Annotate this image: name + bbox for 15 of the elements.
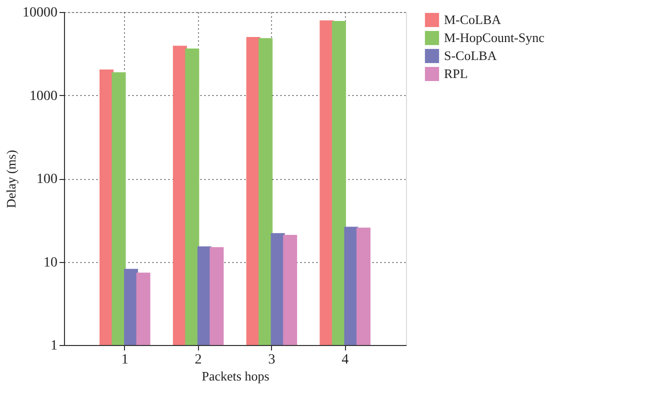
- x-tick-label: 4: [342, 352, 349, 368]
- y-tick-label: 10: [44, 255, 58, 270]
- y-tick-label: 10000: [22, 6, 58, 20]
- y-axis-title: Delay (ms): [4, 150, 18, 208]
- legend-label: M-HopCount-Sync: [444, 30, 545, 45]
- legend-label: RPL: [444, 66, 468, 81]
- x-tick-label: 3: [268, 352, 276, 368]
- x-tick-label: 1: [121, 352, 128, 368]
- legend-label: M-CoLBA: [444, 12, 502, 27]
- x-tick-label: 2: [194, 352, 202, 368]
- legend-label: S-CoLBA: [444, 48, 498, 63]
- x-axis-title: Packets hops: [202, 368, 270, 384]
- y-tick-label: 100: [36, 172, 58, 187]
- y-tick-label: 1: [50, 338, 58, 354]
- y-tick-label: 1000: [30, 88, 58, 104]
